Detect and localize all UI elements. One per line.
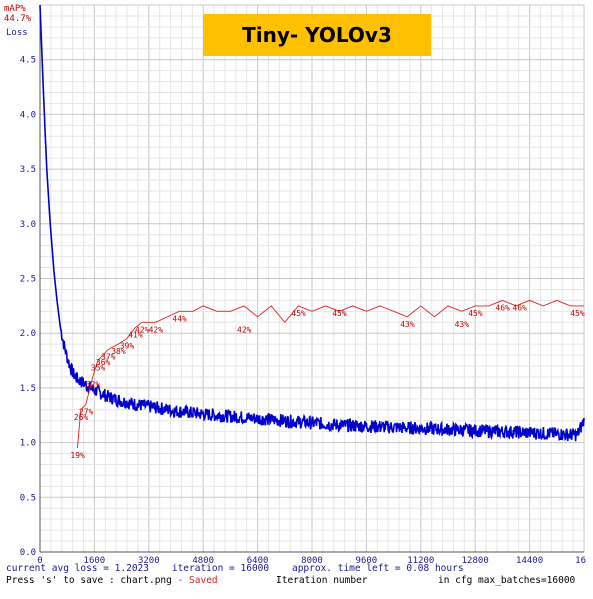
y-tick-label: 3.0 [20,220,36,230]
loss-axis-label: Loss [6,28,28,38]
x-tick-label: 9600 [356,556,378,566]
map-data-label: 43% [400,320,415,329]
map-data-label: 45% [468,309,483,318]
y-tick-label: 2.0 [20,329,36,339]
chart-title-box: Tiny- YOLOv3 [203,14,431,56]
y-tick-label: 1.0 [20,439,36,449]
map-data-label: 46% [495,303,510,312]
map-data-label: 37% [101,353,116,362]
y-tick-label: 1.5 [20,384,36,394]
x-tick-label: 12800 [462,556,489,566]
map-data-label: 45% [291,309,306,318]
map-data-label: 39% [120,342,135,351]
save-hint: Press 's' to save : chart.png [6,575,172,586]
chart-axes [39,5,584,553]
map-data-label: 42% [135,325,150,334]
map-data-label: 36% [96,358,111,367]
x-tick-label: 1600 [84,556,106,566]
map-data-label: 38% [111,347,126,356]
x-axis-label: Iteration number [276,575,368,586]
x-tick-label: 0 [37,556,42,566]
y-tick-label: 4.0 [20,110,36,120]
loss-series-line [39,4,585,442]
map-data-label: 44% [172,314,187,323]
map-data-label: 32% [86,380,101,389]
x-tick-label: 11200 [407,556,434,566]
map-data-label: 19% [70,451,85,460]
map-series-line [76,299,584,449]
map-current-value: 44.7% [4,14,32,24]
map-data-label: 43% [455,320,470,329]
x-tick-label: 6400 [247,556,269,566]
map-data-label: 41% [128,331,143,340]
y-tick-label: 4.5 [20,56,36,66]
status-line-2: Press 's' to save : chart.png - Saved Ite… [6,575,575,586]
map-data-label: 45% [332,309,347,318]
status-line-1: current avg loss = 1.2023 iteration = 16… [6,563,464,574]
x-tick-label: 14400 [516,556,543,566]
map-data-label: 26% [74,413,89,422]
tick-labels: 0.0 0.5 1.0 1.5 2.0 2.5 3.0 3.5 4.0 4.5 0 1600 3200 4… [20,56,586,566]
y-tick-label: 3.5 [20,165,36,175]
max-batches-label: in cfg max_batches=16000 [438,575,576,586]
map-data-label: 42% [149,325,164,334]
map-series: 19%26%27%32%35%36%37%38%39%41%42% 42%44%4… [70,299,585,460]
map-data-label: 35% [91,364,106,373]
map-data-label: 45% [570,309,585,318]
y-tick-label: 2.5 [20,275,36,285]
x-tick-label: 16 [575,556,586,566]
saved-indicator: - Saved [171,575,218,586]
x-tick-label: 4800 [192,556,214,566]
x-tick-label: 8000 [301,556,323,566]
grid-lines [39,4,585,553]
y-tick-label: 0.0 [20,548,36,558]
map-data-label: 46% [512,303,527,312]
y-tick-label: 0.5 [20,493,36,503]
chart-title: Tiny- YOLOv3 [242,23,392,47]
map-data-label: 42% [237,325,252,334]
map-axis-label: mAP% [4,4,26,14]
x-tick-label: 3200 [138,556,160,566]
map-data-label: 27% [79,407,94,416]
